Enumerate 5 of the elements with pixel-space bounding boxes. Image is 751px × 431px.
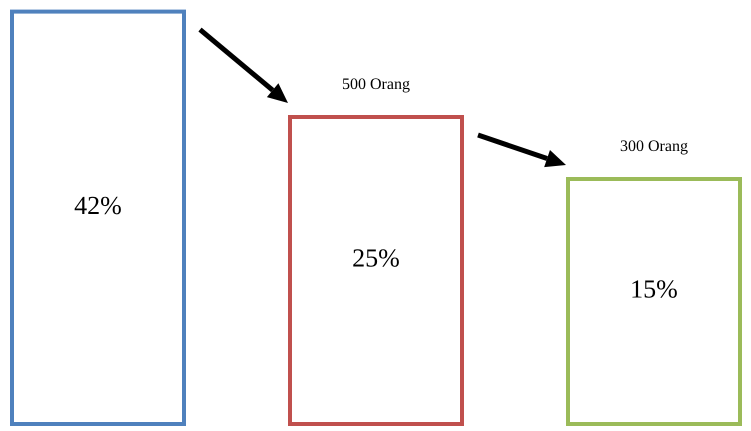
text: 500 Orang (342, 76, 410, 93)
data-label: 42% (74, 190, 122, 220)
text: 300 Orang (620, 138, 688, 155)
data-label: 25% (352, 243, 400, 272)
data-label: 15% (630, 274, 678, 304)
